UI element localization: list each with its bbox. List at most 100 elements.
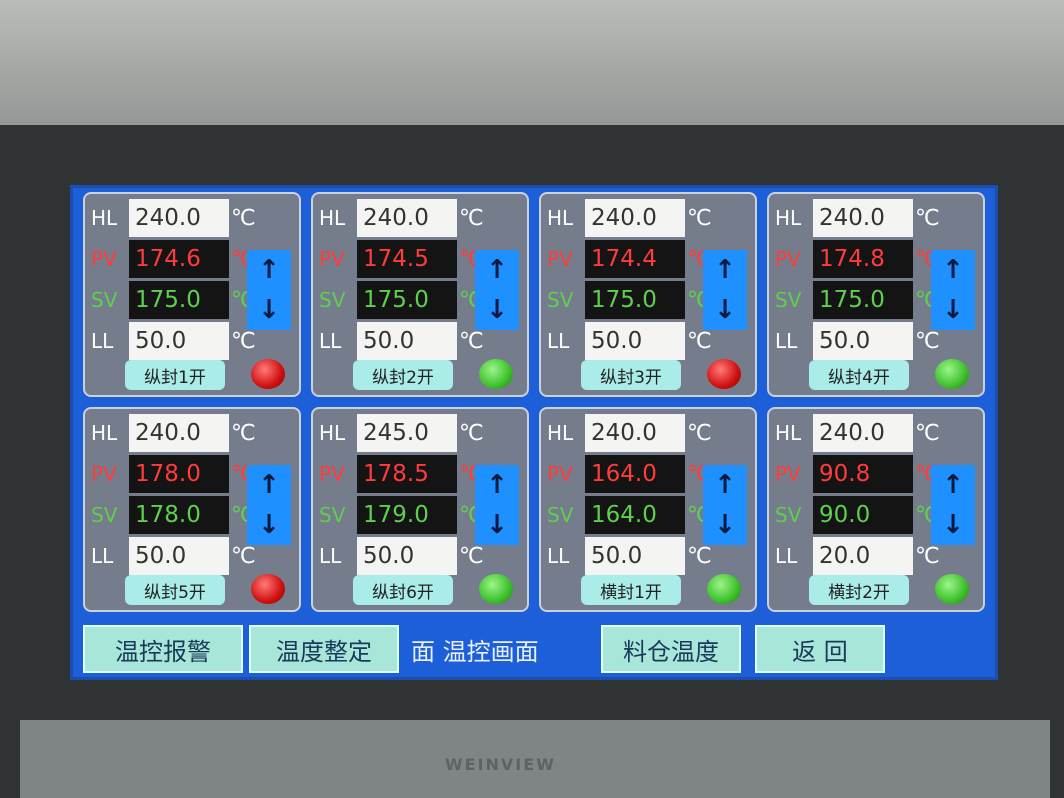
hl-row: HL 240.0 ℃ [319, 198, 521, 238]
zone-toggle-button[interactable]: 纵封3开 [581, 360, 681, 390]
zone-toggle-button[interactable]: 横封1开 [581, 575, 681, 605]
sv-row: SV 164.0 ℃ [547, 495, 749, 535]
hl-value[interactable]: 240.0 [585, 414, 685, 452]
sv-value[interactable]: 179.0 [357, 496, 457, 534]
status-lamp-icon [479, 359, 513, 389]
adjust-buttons: ↑ ↓ [931, 465, 975, 545]
arrow-up-icon[interactable]: ↑ [486, 470, 508, 500]
celsius-unit: ℃ [459, 328, 484, 354]
ll-value[interactable]: 50.0 [585, 537, 685, 575]
pv-value: 174.4 [585, 240, 685, 278]
sv-value[interactable]: 175.0 [357, 281, 457, 319]
ll-value[interactable]: 50.0 [585, 322, 685, 360]
temp-tuning-button[interactable]: 温度整定 [249, 625, 399, 673]
pv-row: PV 178.0 ℃ [91, 454, 293, 494]
sv-value[interactable]: 164.0 [585, 496, 685, 534]
hl-value[interactable]: 240.0 [813, 199, 913, 237]
zone-toggle-button[interactable]: 纵封2开 [353, 360, 453, 390]
ll-label: LL [775, 544, 798, 568]
adjust-buttons: ↑ ↓ [703, 250, 747, 330]
sv-value[interactable]: 175.0 [585, 281, 685, 319]
ll-value[interactable]: 50.0 [129, 322, 229, 360]
status-lamp-icon [935, 574, 969, 604]
hopper-temp-button[interactable]: 料仓温度 [601, 625, 741, 673]
arrow-down-icon[interactable]: ↓ [486, 510, 508, 540]
adjust-buttons: ↑ ↓ [475, 250, 519, 330]
pv-row: PV 174.5 ℃ [319, 239, 521, 279]
hl-value[interactable]: 240.0 [585, 199, 685, 237]
zone-panel: HL 240.0 ℃ PV 174.8 ℃ SV 175.0 ℃ LL 50.0… [767, 192, 985, 397]
pv-value: 90.8 [813, 455, 913, 493]
zone-grid: HL 240.0 ℃ PV 174.6 ℃ SV 175.0 ℃ LL 50.0… [83, 192, 985, 612]
ll-row: LL 50.0 ℃ [319, 321, 521, 361]
ll-row: LL 50.0 ℃ [91, 536, 293, 576]
arrow-up-icon[interactable]: ↑ [714, 255, 736, 285]
zone-panel: HL 240.0 ℃ PV 164.0 ℃ SV 164.0 ℃ LL 50.0… [539, 407, 757, 612]
sv-value[interactable]: 175.0 [129, 281, 229, 319]
hmi-screen: HL 240.0 ℃ PV 174.6 ℃ SV 175.0 ℃ LL 50.0… [70, 185, 998, 680]
celsius-unit: ℃ [459, 543, 484, 569]
arrow-up-icon[interactable]: ↑ [258, 470, 280, 500]
sv-value[interactable]: 90.0 [813, 496, 913, 534]
hl-value[interactable]: 240.0 [129, 199, 229, 237]
ll-row: LL 50.0 ℃ [91, 321, 293, 361]
zone-panel: HL 245.0 ℃ PV 178.5 ℃ SV 179.0 ℃ LL 50.0… [311, 407, 529, 612]
ll-value[interactable]: 20.0 [813, 537, 913, 575]
arrow-up-icon[interactable]: ↑ [486, 255, 508, 285]
adjust-buttons: ↑ ↓ [247, 465, 291, 545]
zone-toggle-button[interactable]: 横封2开 [809, 575, 909, 605]
arrow-down-icon[interactable]: ↓ [486, 295, 508, 325]
ll-label: LL [547, 329, 570, 353]
arrow-down-icon[interactable]: ↓ [942, 295, 964, 325]
sv-row: SV 175.0 ℃ [547, 280, 749, 320]
celsius-unit: ℃ [231, 543, 256, 569]
zone-toggle-button[interactable]: 纵封6开 [353, 575, 453, 605]
hl-row: HL 240.0 ℃ [91, 198, 293, 238]
celsius-unit: ℃ [687, 543, 712, 569]
hl-value[interactable]: 240.0 [129, 414, 229, 452]
back-button[interactable]: 返 回 [755, 625, 885, 673]
pv-label: PV [319, 462, 345, 486]
arrow-up-icon[interactable]: ↑ [942, 470, 964, 500]
sv-row: SV 175.0 ℃ [91, 280, 293, 320]
hl-value[interactable]: 240.0 [357, 199, 457, 237]
ll-value[interactable]: 50.0 [129, 537, 229, 575]
pv-label: PV [775, 247, 801, 271]
adjust-buttons: ↑ ↓ [247, 250, 291, 330]
hl-row: HL 240.0 ℃ [775, 413, 977, 453]
arrow-down-icon[interactable]: ↓ [714, 295, 736, 325]
celsius-unit: ℃ [915, 205, 940, 231]
pv-label: PV [547, 462, 573, 486]
arrow-up-icon[interactable]: ↑ [942, 255, 964, 285]
arrow-down-icon[interactable]: ↓ [258, 510, 280, 540]
brand-logo: WEINVIEW [445, 755, 556, 774]
arrow-up-icon[interactable]: ↑ [258, 255, 280, 285]
celsius-unit: ℃ [459, 205, 484, 231]
status-lamp-icon [479, 574, 513, 604]
celsius-unit: ℃ [915, 420, 940, 446]
arrow-up-icon[interactable]: ↑ [714, 470, 736, 500]
screen-title: 面 温控画面 [411, 637, 539, 666]
hl-label: HL [775, 421, 802, 445]
adjust-buttons: ↑ ↓ [475, 465, 519, 545]
celsius-unit: ℃ [915, 543, 940, 569]
sv-value[interactable]: 178.0 [129, 496, 229, 534]
pv-value: 178.0 [129, 455, 229, 493]
ll-value[interactable]: 50.0 [813, 322, 913, 360]
hl-value[interactable]: 240.0 [813, 414, 913, 452]
zone-toggle-button[interactable]: 纵封1开 [125, 360, 225, 390]
arrow-down-icon[interactable]: ↓ [942, 510, 964, 540]
hl-value[interactable]: 245.0 [357, 414, 457, 452]
zone-toggle-button[interactable]: 纵封5开 [125, 575, 225, 605]
pv-row: PV 178.5 ℃ [319, 454, 521, 494]
adjust-buttons: ↑ ↓ [703, 465, 747, 545]
pv-label: PV [91, 462, 117, 486]
arrow-down-icon[interactable]: ↓ [258, 295, 280, 325]
temp-alarm-button[interactable]: 温控报警 [83, 625, 243, 673]
ll-value[interactable]: 50.0 [357, 322, 457, 360]
zone-toggle-button[interactable]: 纵封4开 [809, 360, 909, 390]
celsius-unit: ℃ [231, 205, 256, 231]
arrow-down-icon[interactable]: ↓ [714, 510, 736, 540]
ll-value[interactable]: 50.0 [357, 537, 457, 575]
sv-value[interactable]: 175.0 [813, 281, 913, 319]
